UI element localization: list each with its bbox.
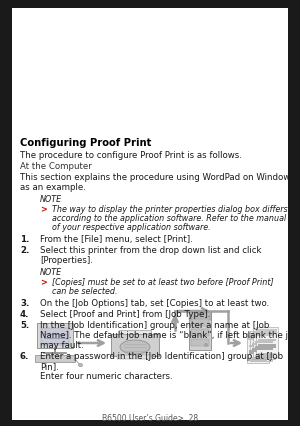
Text: B6500 User’s Guide>  28: B6500 User’s Guide> 28: [102, 414, 198, 423]
Text: This section explains the procedure using WordPad on Windows XP: This section explains the procedure usin…: [20, 173, 300, 182]
FancyBboxPatch shape: [117, 355, 153, 359]
Text: Enter four numeric characters.: Enter four numeric characters.: [40, 372, 172, 381]
FancyBboxPatch shape: [189, 312, 211, 320]
Text: Select this printer from the drop down list and click: Select this printer from the drop down l…: [40, 246, 262, 255]
Text: The way to display the printer properties dialog box differs: The way to display the printer propertie…: [52, 205, 288, 214]
FancyBboxPatch shape: [191, 329, 209, 336]
FancyBboxPatch shape: [255, 355, 273, 357]
Text: Select [Proof and Print] from [Job Type].: Select [Proof and Print] from [Job Type]…: [40, 310, 210, 319]
FancyBboxPatch shape: [258, 339, 276, 341]
FancyBboxPatch shape: [248, 335, 268, 340]
FancyBboxPatch shape: [253, 329, 275, 359]
Text: The procedure to configure Proof Print is as follows.: The procedure to configure Proof Print i…: [20, 151, 242, 160]
Text: Configuring Proof Print: Configuring Proof Print: [20, 138, 152, 148]
FancyBboxPatch shape: [119, 330, 151, 334]
Text: At the Computer: At the Computer: [20, 162, 92, 171]
FancyBboxPatch shape: [252, 357, 270, 359]
Text: 6.: 6.: [20, 352, 29, 361]
Text: >: >: [40, 205, 47, 214]
FancyBboxPatch shape: [12, 8, 288, 420]
FancyBboxPatch shape: [35, 355, 75, 362]
Text: >: >: [40, 278, 47, 287]
FancyBboxPatch shape: [41, 328, 69, 345]
FancyBboxPatch shape: [255, 341, 273, 343]
Ellipse shape: [79, 363, 83, 367]
Text: 5.: 5.: [20, 321, 29, 330]
Text: 2.: 2.: [20, 246, 29, 255]
Ellipse shape: [120, 340, 150, 354]
FancyBboxPatch shape: [247, 333, 269, 363]
FancyBboxPatch shape: [191, 319, 209, 326]
Text: can be selected.: can be selected.: [52, 287, 118, 296]
FancyBboxPatch shape: [252, 343, 270, 345]
Text: 4.: 4.: [20, 310, 29, 319]
Text: 1.: 1.: [20, 235, 29, 244]
Text: Enter a password in the [Job Identification] group at [Job: Enter a password in the [Job Identificat…: [40, 352, 283, 361]
Text: NOTE: NOTE: [40, 195, 62, 204]
Text: 3.: 3.: [20, 299, 29, 308]
Text: In the [Job Identification] group, enter a name at [Job: In the [Job Identification] group, enter…: [40, 321, 269, 330]
FancyBboxPatch shape: [250, 331, 272, 361]
FancyBboxPatch shape: [252, 348, 270, 352]
FancyBboxPatch shape: [256, 327, 278, 357]
Text: [Copies] must be set to at least two before [Proof Print]: [Copies] must be set to at least two bef…: [52, 278, 274, 287]
FancyBboxPatch shape: [249, 350, 267, 354]
FancyBboxPatch shape: [257, 329, 277, 334]
FancyBboxPatch shape: [255, 346, 273, 350]
Text: From the [File] menu, select [Print].: From the [File] menu, select [Print].: [40, 235, 193, 244]
Text: according to the application software. Refer to the manual: according to the application software. R…: [52, 214, 286, 223]
Text: may fault.: may fault.: [40, 341, 84, 350]
Text: [Properties].: [Properties].: [40, 256, 93, 265]
FancyBboxPatch shape: [258, 344, 276, 348]
Text: Name]. The default job name is “blank”, if left blank the job: Name]. The default job name is “blank”, …: [40, 331, 299, 340]
FancyBboxPatch shape: [258, 353, 276, 355]
Text: of your respective application software.: of your respective application software.: [52, 223, 211, 232]
Text: as an example.: as an example.: [20, 183, 86, 192]
Text: NOTE: NOTE: [40, 268, 62, 277]
FancyBboxPatch shape: [249, 345, 267, 347]
Text: Pin].: Pin].: [40, 362, 59, 371]
FancyBboxPatch shape: [189, 312, 211, 350]
Circle shape: [205, 343, 208, 346]
FancyBboxPatch shape: [191, 339, 209, 346]
FancyBboxPatch shape: [254, 331, 274, 336]
FancyBboxPatch shape: [111, 334, 159, 356]
FancyBboxPatch shape: [37, 323, 73, 348]
FancyBboxPatch shape: [251, 333, 271, 338]
Text: On the [Job Options] tab, set [Copies] to at least two.: On the [Job Options] tab, set [Copies] t…: [40, 299, 269, 308]
FancyBboxPatch shape: [249, 359, 267, 361]
